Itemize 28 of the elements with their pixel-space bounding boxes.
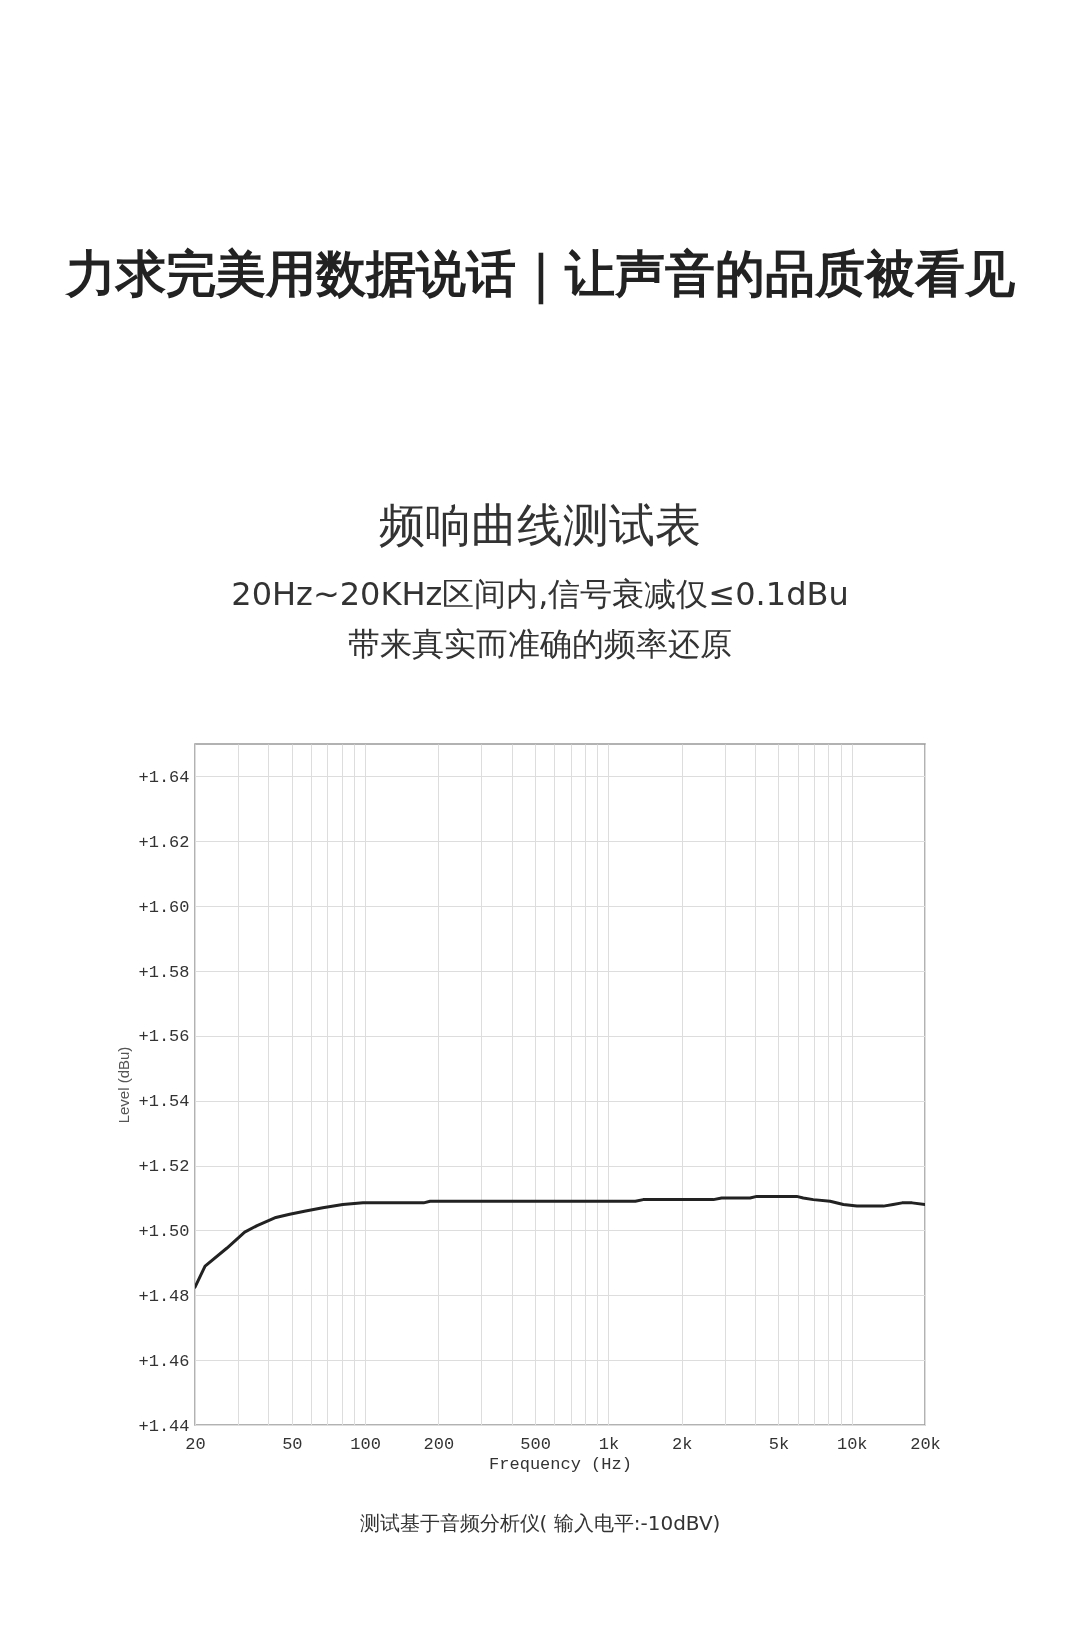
x-axis-title: Frequency (Hz) xyxy=(489,1454,632,1474)
y-tick-label: +1.50 xyxy=(138,1221,190,1241)
y-tick-label: +1.44 xyxy=(138,1416,190,1436)
x-tick-label: 5k xyxy=(768,1434,790,1454)
text: 测试基于音频分析仪( 输入电平:-10dBV) xyxy=(358,1511,722,1535)
y-tick-label: +1.60 xyxy=(138,897,190,917)
x-tick-label: 2k xyxy=(671,1434,693,1454)
x-tick-label: 10k xyxy=(836,1434,868,1454)
x-tick-label: 20 xyxy=(185,1434,206,1454)
y-tick-label: +1.54 xyxy=(138,1092,190,1112)
y-tick-label: +1.52 xyxy=(138,1157,190,1177)
y-tick-label: +1.58 xyxy=(138,962,190,982)
y-tick-label: +1.48 xyxy=(138,1286,190,1306)
x-tick-label: 200 xyxy=(423,1434,455,1454)
y-tick-label: +1.62 xyxy=(138,832,190,852)
y-tick-label: +1.64 xyxy=(138,767,190,787)
chart-title: 力求完美用数据说话｜让声音的品质被看见 xyxy=(64,244,1016,304)
x-tick-label: 500 xyxy=(520,1434,551,1454)
y-tick-label: +1.56 xyxy=(138,1027,190,1047)
x-tick-label: 50 xyxy=(282,1434,303,1454)
x-tick-label: 1k xyxy=(598,1434,620,1454)
x-tick-label: 20k xyxy=(910,1434,941,1454)
x-tick-label: 100 xyxy=(350,1434,381,1454)
text: 20Hz~20KHz区间内,信号衰减仅≤0.1dBu xyxy=(230,574,850,614)
y-tick-label: +1.46 xyxy=(138,1351,190,1371)
chart-subtitle: 频响曲线测试表 xyxy=(378,498,702,554)
y-axis-title: Level (dBu) xyxy=(115,1046,133,1124)
text: 带来真实而准确的频率还原 xyxy=(347,624,733,664)
